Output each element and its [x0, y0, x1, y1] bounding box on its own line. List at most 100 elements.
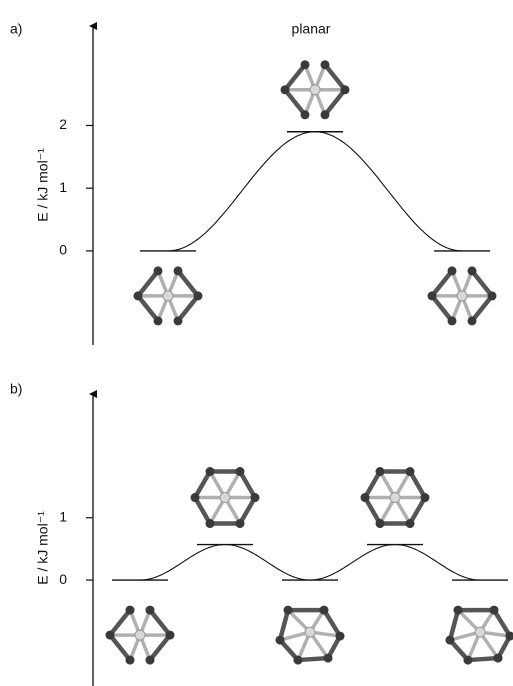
panel-label: a): [10, 21, 22, 37]
bond: [150, 610, 170, 635]
connector: [315, 132, 462, 251]
central-atom: [220, 493, 230, 503]
connector: [140, 545, 225, 581]
bond: [195, 472, 210, 498]
bond: [410, 472, 425, 498]
bond: [325, 65, 345, 90]
atom: [428, 291, 437, 300]
atom: [284, 606, 293, 615]
atom: [126, 656, 135, 665]
bond: [178, 296, 198, 321]
atom: [468, 316, 477, 325]
central-atom: [163, 291, 173, 301]
bond: [285, 65, 305, 90]
central-atom: [305, 627, 315, 637]
bond: [324, 610, 340, 636]
y-tick-label: 0: [59, 242, 67, 258]
bond: [285, 90, 305, 115]
bond: [468, 658, 498, 660]
bond: [150, 635, 170, 660]
atom: [446, 636, 455, 645]
y-axis-label: E / kJ mol⁻¹: [35, 148, 51, 222]
bond: [240, 472, 255, 498]
atom: [464, 656, 473, 665]
atom: [206, 519, 215, 528]
connector: [395, 545, 480, 581]
atom: [191, 493, 200, 502]
atom: [106, 631, 115, 640]
bond: [110, 610, 130, 635]
y-axis-label: E / kJ mol⁻¹: [35, 511, 51, 585]
molecule: [276, 606, 345, 665]
bond: [432, 296, 452, 321]
atom: [448, 266, 457, 275]
central-atom: [457, 291, 467, 301]
y-tick-label: 1: [59, 508, 67, 524]
atom: [194, 291, 203, 300]
atom: [236, 467, 245, 476]
molecule: [428, 266, 497, 325]
atom: [174, 266, 183, 275]
atom: [154, 316, 163, 325]
atom: [281, 85, 290, 94]
molecule: [446, 606, 513, 665]
bond: [494, 610, 510, 636]
atom: [361, 493, 370, 502]
atom: [276, 636, 285, 645]
bond: [178, 271, 198, 296]
bond: [298, 658, 328, 660]
atom: [146, 656, 155, 665]
atom: [174, 316, 183, 325]
connector: [310, 545, 395, 581]
atom: [321, 60, 330, 69]
molecule: [134, 266, 203, 325]
atom: [134, 291, 143, 300]
connector: [168, 132, 315, 251]
bond: [450, 610, 458, 640]
atom: [321, 110, 330, 119]
atom: [488, 291, 497, 300]
bond: [472, 296, 492, 321]
atom: [406, 519, 415, 528]
bond: [472, 271, 492, 296]
atom: [324, 654, 333, 663]
atom: [421, 493, 430, 502]
atom: [301, 60, 310, 69]
molecule: [361, 467, 430, 528]
atom: [341, 85, 350, 94]
annotation: planar: [292, 21, 331, 37]
atom: [294, 656, 303, 665]
bond: [325, 90, 345, 115]
central-atom: [475, 627, 485, 637]
bond: [432, 271, 452, 296]
atom: [490, 606, 499, 615]
bond: [138, 271, 158, 296]
y-tick-label: 2: [59, 116, 67, 132]
atom: [406, 467, 415, 476]
figure: a)planarE / kJ mol⁻¹012b)E / kJ mol⁻¹01: [0, 0, 513, 686]
panel-label: b): [10, 381, 22, 397]
atom: [320, 606, 329, 615]
atom: [376, 467, 385, 476]
atom: [126, 606, 135, 615]
molecule: [281, 60, 350, 119]
atom: [468, 266, 477, 275]
central-atom: [310, 85, 320, 95]
atom: [494, 654, 503, 663]
atom: [146, 606, 155, 615]
atom: [301, 110, 310, 119]
connector: [225, 545, 310, 581]
central-atom: [135, 630, 145, 640]
bond: [280, 610, 288, 640]
atom: [448, 316, 457, 325]
bond: [110, 635, 130, 660]
molecule: [191, 467, 260, 528]
atom: [454, 606, 463, 615]
bond: [365, 472, 380, 498]
atom: [376, 519, 385, 528]
atom: [251, 493, 260, 502]
central-atom: [390, 493, 400, 503]
atom: [154, 266, 163, 275]
bond: [138, 296, 158, 321]
atom: [206, 467, 215, 476]
